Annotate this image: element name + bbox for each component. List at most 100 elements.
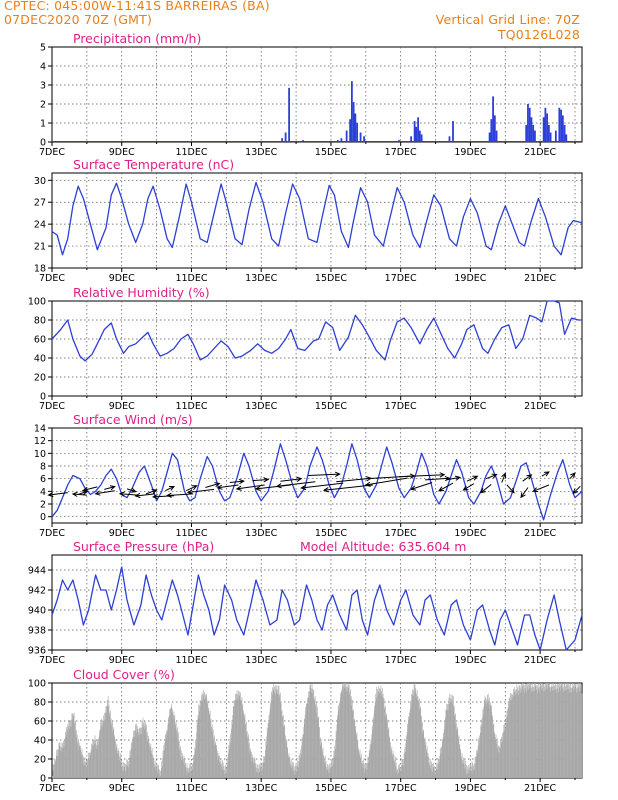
- cloud-bar: [72, 716, 74, 778]
- cloud-bar: [62, 748, 64, 778]
- cloud-bar: [313, 700, 315, 778]
- cloud-bar: [199, 705, 200, 778]
- cloud-bar: [281, 711, 282, 778]
- cloud-bar: [513, 696, 515, 778]
- cloud-bar: [501, 740, 503, 778]
- precipitation-frame: [51, 46, 583, 143]
- cloud-bar: [439, 748, 441, 778]
- cloud-bar: [485, 703, 486, 778]
- cloud-bar: [369, 753, 370, 778]
- temperature-frame: [51, 172, 583, 269]
- cloud-bar: [194, 754, 195, 778]
- cloud-bar: [67, 731, 69, 778]
- cloud-bar: [410, 700, 411, 778]
- cloud-bar: [524, 692, 526, 778]
- cloud-bar: [508, 707, 509, 778]
- cloud-bar: [277, 685, 279, 778]
- cloud-bar: [219, 755, 221, 778]
- cloud-bar: [281, 710, 283, 778]
- cloud-bar: [399, 763, 401, 778]
- humidity-ytick-label: 0: [40, 392, 46, 403]
- cloud-bar: [469, 771, 471, 778]
- cloud-bar: [245, 723, 247, 778]
- cloud-bar: [320, 737, 321, 778]
- cloud-bar: [169, 709, 170, 778]
- cloud-bar: [332, 759, 333, 778]
- cloud-bar: [476, 756, 478, 778]
- cloud-bar: [442, 741, 444, 778]
- cloud-bar: [492, 726, 494, 778]
- cloud-bar: [199, 699, 201, 778]
- cloud-bar: [78, 738, 79, 778]
- cloud-bar: [99, 729, 101, 778]
- cloud-bar: [286, 741, 287, 778]
- cloud-bar: [259, 771, 261, 778]
- cloud-bar: [296, 771, 298, 778]
- cloud-bar: [91, 750, 93, 778]
- cloud-bar: [58, 745, 60, 778]
- cloud-bar: [89, 752, 90, 778]
- cloud-bar: [171, 712, 173, 778]
- cloud-bar: [398, 773, 400, 778]
- cloud-bar: [206, 704, 208, 778]
- cloud-bar: [553, 689, 554, 778]
- cloud-bar: [239, 700, 241, 778]
- cloud-bar: [270, 699, 272, 778]
- cloud-bar: [108, 706, 109, 778]
- cloud-bar: [380, 685, 382, 778]
- cloud-bar: [463, 757, 464, 778]
- cloud-bar: [475, 762, 476, 778]
- cloud-bar: [427, 755, 428, 778]
- cloud-bar: [197, 725, 198, 778]
- cloud-bar: [572, 690, 574, 778]
- cloud-bar: [105, 712, 106, 778]
- cloud-bar: [476, 750, 477, 778]
- run-date: 07DEC2020 70Z (GMT): [4, 12, 153, 27]
- precip-bar: [363, 136, 365, 142]
- cloud-bar: [191, 763, 193, 778]
- wind-arrow: [364, 477, 408, 487]
- cloud-bar: [163, 744, 165, 778]
- cloud-bar: [67, 724, 68, 778]
- cloud-bar: [54, 758, 55, 778]
- cloud-bar: [223, 770, 224, 778]
- cloud-cover-xtick-label: 13DEC: [245, 783, 277, 794]
- cloud-bar: [405, 735, 407, 778]
- temperature-xtick-label: 17DEC: [385, 273, 417, 284]
- cloud-bar: [66, 734, 68, 778]
- cloud-bar: [282, 717, 283, 778]
- cloud-bar: [331, 760, 333, 778]
- cloud-bar: [208, 710, 209, 778]
- precip-bar: [527, 104, 529, 142]
- cloud-bar: [248, 744, 250, 778]
- cloud-cover-xtick-label: 21DEC: [524, 783, 556, 794]
- cloud-bar: [92, 744, 93, 778]
- precip-bar: [560, 109, 562, 142]
- cloud-bar: [265, 750, 266, 778]
- cloud-bar: [558, 687, 560, 778]
- cloud-bar: [75, 730, 77, 778]
- cloud-bar: [351, 705, 353, 778]
- cloud-bar: [153, 757, 155, 778]
- cloud-bar: [266, 745, 267, 778]
- cloud-bar: [147, 741, 149, 778]
- cloud-bar: [572, 683, 574, 778]
- cloud-bar: [567, 688, 569, 778]
- cloud-bar: [153, 761, 154, 778]
- cloud-bar: [228, 753, 229, 778]
- cloud-cover-ytick-label: 20: [34, 755, 46, 766]
- cloud-bar: [263, 756, 265, 778]
- cloud-bar: [559, 683, 560, 778]
- cloud-bar: [220, 761, 221, 778]
- cloud-bar: [208, 707, 210, 778]
- cloud-bar: [255, 767, 256, 778]
- cloud-bar: [225, 768, 227, 778]
- cloud-bar: [137, 735, 139, 778]
- wind-arrow: [308, 471, 341, 477]
- cloud-bar: [303, 735, 304, 778]
- cloud-bar: [357, 750, 359, 778]
- cloud-bar: [142, 727, 143, 778]
- cloud-bar: [335, 730, 337, 778]
- cloud-bar: [136, 723, 137, 778]
- cloud-bar: [563, 683, 565, 778]
